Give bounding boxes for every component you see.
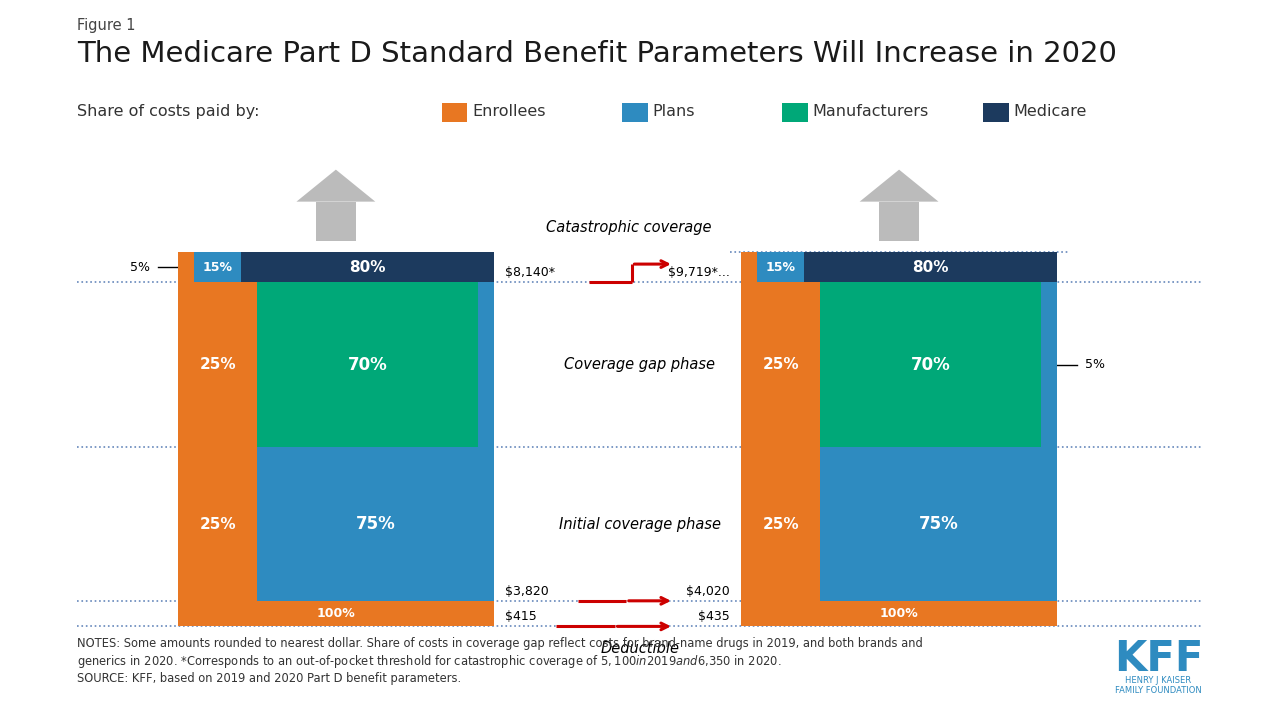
Bar <box>741 282 820 447</box>
Text: 25%: 25% <box>763 357 799 372</box>
Bar <box>1041 282 1057 447</box>
Text: Coverage gap phase: Coverage gap phase <box>564 357 716 372</box>
Text: 80%: 80% <box>913 260 948 274</box>
Text: 15%: 15% <box>202 261 233 274</box>
Text: Medicare: Medicare <box>1014 104 1087 119</box>
Bar <box>741 252 758 282</box>
Text: Initial coverage phase: Initial coverage phase <box>559 516 721 531</box>
Text: 80%: 80% <box>349 260 385 274</box>
Text: HENRY J KAISER
FAMILY FOUNDATION: HENRY J KAISER FAMILY FOUNDATION <box>1115 676 1202 695</box>
Text: Enrollees: Enrollees <box>472 104 545 119</box>
Bar <box>241 252 494 282</box>
Text: 25%: 25% <box>200 357 236 372</box>
Polygon shape <box>860 170 938 202</box>
Bar <box>178 252 195 282</box>
Text: 70%: 70% <box>348 356 388 374</box>
Text: $415: $415 <box>504 611 536 624</box>
Text: 25%: 25% <box>763 516 799 531</box>
Bar <box>758 252 804 282</box>
Bar <box>741 600 1057 626</box>
Bar <box>879 202 919 240</box>
Bar <box>257 447 494 600</box>
Text: Figure 1: Figure 1 <box>77 18 136 33</box>
Text: $435: $435 <box>699 611 730 624</box>
Text: 5%: 5% <box>1085 359 1105 372</box>
Text: Catastrophic coverage: Catastrophic coverage <box>547 220 712 235</box>
Text: 75%: 75% <box>356 515 396 533</box>
Text: Share of costs paid by:: Share of costs paid by: <box>77 104 260 119</box>
Bar <box>477 282 494 447</box>
Bar <box>195 252 241 282</box>
Text: Manufacturers: Manufacturers <box>813 104 929 119</box>
Text: KFF: KFF <box>1114 638 1203 680</box>
Polygon shape <box>297 170 375 202</box>
Text: 100%: 100% <box>879 607 919 620</box>
Bar <box>820 447 1057 600</box>
Text: Deductible: Deductible <box>600 642 680 657</box>
Bar <box>178 600 494 626</box>
Bar <box>820 282 1041 447</box>
Text: NOTES: Some amounts rounded to nearest dollar. Share of costs in coverage gap re: NOTES: Some amounts rounded to nearest d… <box>77 637 923 685</box>
Text: 25%: 25% <box>200 516 236 531</box>
Text: Plans: Plans <box>653 104 695 119</box>
Text: $3,820: $3,820 <box>504 585 549 598</box>
Bar <box>316 202 356 240</box>
Text: 100%: 100% <box>316 607 356 620</box>
Text: 70%: 70% <box>911 356 951 374</box>
Text: $4,020: $4,020 <box>686 585 730 598</box>
Text: 15%: 15% <box>765 261 796 274</box>
Text: $8,140*: $8,140* <box>504 266 554 279</box>
Text: The Medicare Part D Standard Benefit Parameters Will Increase in 2020: The Medicare Part D Standard Benefit Par… <box>77 40 1116 68</box>
Bar <box>804 252 1057 282</box>
Text: $9,719*...: $9,719*... <box>668 266 730 279</box>
Text: 75%: 75% <box>919 515 959 533</box>
Bar <box>178 282 257 447</box>
Bar <box>257 282 477 447</box>
Bar <box>741 447 820 600</box>
Text: 5%: 5% <box>131 261 150 274</box>
Bar <box>178 447 257 600</box>
